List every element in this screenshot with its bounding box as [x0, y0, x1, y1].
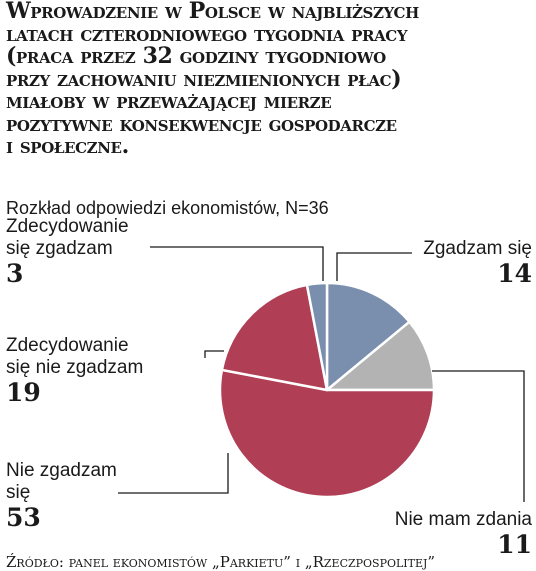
- source-note: Źródło: panel ekonomistów „Parkietu” i „…: [6, 553, 436, 571]
- leader-line-1: [432, 370, 525, 502]
- chart-title: Wprowadzenie w Polsce w najbliższych lat…: [6, 0, 419, 159]
- pie-slice-0: [325, 281, 411, 392]
- chart-subtitle: Rozkład odpowiedzi ekonomistów, N=36: [6, 198, 329, 218]
- slice-value-4: 3: [6, 259, 23, 288]
- pie-slice-1: [325, 320, 436, 392]
- pie-slice-2: [218, 368, 436, 499]
- slice-value-2: 53: [6, 503, 41, 532]
- pie-slice-4: [305, 281, 329, 392]
- pie-slice-3: [220, 283, 329, 392]
- slice-value-0: 14: [497, 259, 532, 288]
- leader-line-3: [204, 350, 224, 358]
- slice-label-4: Zdecydowanie się zgadzam: [6, 216, 129, 259]
- pie-slices: [218, 281, 436, 499]
- leader-line-2: [118, 453, 229, 494]
- slice-value-3: 19: [6, 378, 41, 407]
- leader-lines: [118, 246, 525, 502]
- slice-label-2: Nie zgadzam się: [6, 460, 117, 503]
- slice-label-0: Zgadzam się: [423, 238, 532, 259]
- slice-value-1: 11: [497, 530, 532, 559]
- leader-line-0: [336, 252, 412, 281]
- slice-label-1: Nie mam zdania: [395, 509, 533, 530]
- leader-line-4: [150, 246, 324, 281]
- slice-label-3: Zdecydowanie się nie zgadzam: [6, 335, 143, 378]
